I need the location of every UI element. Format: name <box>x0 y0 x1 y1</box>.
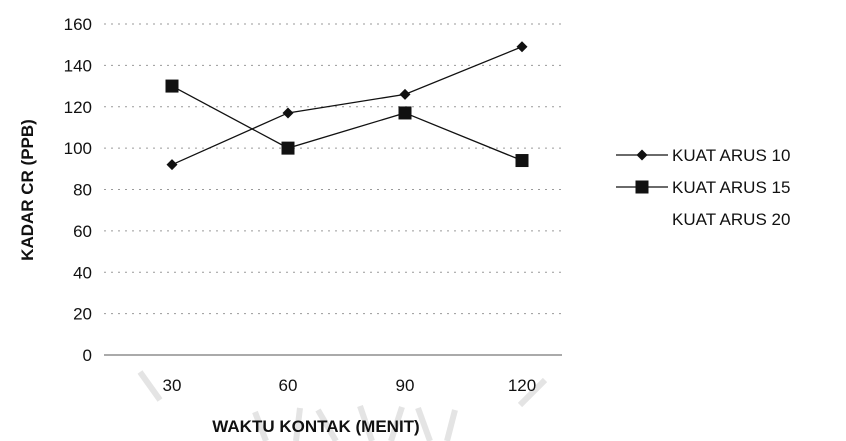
data-point <box>515 154 529 168</box>
data-point <box>399 88 411 100</box>
data-point <box>165 79 179 93</box>
x-tick-label: 30 <box>163 376 182 395</box>
y-tick-label: 20 <box>73 305 92 324</box>
y-tick-label: 80 <box>73 181 92 200</box>
y-tick-label: 100 <box>64 139 92 158</box>
y-tick-label: 120 <box>64 98 92 117</box>
y-tick-label: 0 <box>83 346 92 365</box>
y-tick-label: 140 <box>64 56 92 75</box>
series-group <box>165 41 529 171</box>
legend-marker <box>636 149 648 161</box>
y-tick-label: 160 <box>64 15 92 34</box>
x-tick-label: 120 <box>508 376 536 395</box>
series-1 <box>166 41 528 171</box>
x-axis-ticks: 30 60 90 120 <box>163 376 537 395</box>
legend-item: KUAT ARUS 20 <box>672 210 790 229</box>
legend-item: KUAT ARUS 10 <box>616 146 790 165</box>
data-point <box>398 106 412 120</box>
y-tick-label: 60 <box>73 222 92 241</box>
x-tick-label: 90 <box>396 376 415 395</box>
data-point <box>166 159 178 171</box>
watermark <box>137 370 548 441</box>
series-line <box>171 46 523 166</box>
legend: KUAT ARUS 10 KUAT ARUS 15 KUAT ARUS 20 <box>616 146 790 229</box>
series-2 <box>165 79 529 168</box>
y-axis-title: KADAR CR (PPB) <box>18 119 37 261</box>
legend-label: KUAT ARUS 10 <box>672 146 790 165</box>
data-point <box>281 141 295 155</box>
legend-marker <box>635 180 649 194</box>
data-point <box>516 41 528 53</box>
legend-label: KUAT ARUS 20 <box>672 210 790 229</box>
series-line <box>171 85 523 162</box>
data-point <box>282 107 294 119</box>
legend-label: KUAT ARUS 15 <box>672 178 790 197</box>
y-tick-label: 40 <box>73 263 92 282</box>
legend-item: KUAT ARUS 15 <box>616 178 790 197</box>
x-tick-label: 60 <box>279 376 298 395</box>
y-axis-ticks: 0 20 40 60 80 100 120 140 160 <box>64 15 92 365</box>
x-axis-title: WAKTU KONTAK (MENIT) <box>212 417 419 436</box>
